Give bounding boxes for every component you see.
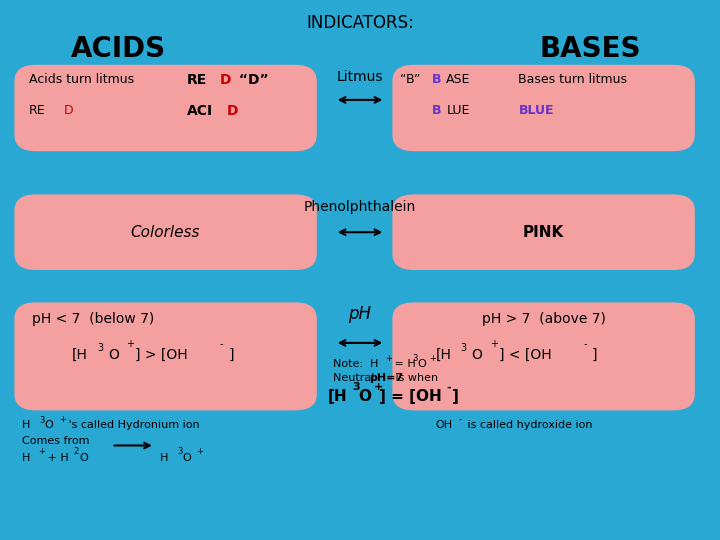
- Text: O: O: [108, 348, 119, 362]
- FancyBboxPatch shape: [392, 302, 695, 410]
- Text: ACI: ACI: [187, 104, 213, 118]
- Text: [H: [H: [436, 348, 451, 362]
- Text: ]: ]: [592, 348, 598, 362]
- Text: 's called Hydronium ion: 's called Hydronium ion: [65, 420, 199, 430]
- Text: OH: OH: [436, 420, 453, 430]
- Text: -: -: [220, 339, 223, 349]
- Text: D: D: [220, 73, 231, 87]
- Text: B: B: [432, 73, 441, 86]
- Text: [H: [H: [72, 348, 88, 362]
- Text: +: +: [490, 339, 498, 349]
- Text: 3: 3: [39, 416, 44, 425]
- Text: ACIDS: ACIDS: [71, 35, 166, 63]
- Text: -: -: [446, 382, 451, 393]
- Text: pH=7: pH=7: [369, 373, 403, 383]
- Text: “B”: “B”: [400, 73, 424, 86]
- Text: B: B: [432, 104, 441, 117]
- Text: ] < [OH: ] < [OH: [499, 348, 552, 362]
- Text: O: O: [472, 348, 482, 362]
- Text: pH: pH: [348, 305, 372, 323]
- FancyBboxPatch shape: [392, 194, 695, 270]
- Text: -: -: [583, 339, 587, 349]
- Text: +: +: [59, 415, 66, 424]
- Text: H: H: [22, 420, 30, 430]
- Text: 3: 3: [413, 354, 418, 363]
- Text: +: +: [38, 447, 45, 456]
- Text: H: H: [160, 453, 168, 463]
- Text: Phenolphthalein: Phenolphthalein: [304, 200, 416, 214]
- Text: O: O: [79, 453, 88, 463]
- Text: PINK: PINK: [523, 225, 564, 240]
- Text: Acids turn litmus: Acids turn litmus: [29, 73, 134, 86]
- Text: ] = [OH: ] = [OH: [379, 389, 442, 404]
- Text: 3: 3: [353, 382, 361, 393]
- Text: Litmus: Litmus: [337, 70, 383, 84]
- Text: O: O: [45, 420, 53, 430]
- Text: +: +: [196, 447, 203, 456]
- Text: +: +: [385, 354, 392, 363]
- Text: Note:  H: Note: H: [333, 359, 378, 369]
- Text: is when: is when: [392, 373, 438, 383]
- Text: H: H: [22, 453, 30, 463]
- Text: RE: RE: [187, 73, 207, 87]
- Text: LUE: LUE: [446, 104, 469, 117]
- Text: ]: ]: [452, 389, 459, 404]
- Text: BASES: BASES: [540, 35, 641, 63]
- Text: O: O: [182, 453, 191, 463]
- Text: Bases turn litmus: Bases turn litmus: [518, 73, 627, 86]
- Text: pH < 7  (below 7): pH < 7 (below 7): [32, 312, 155, 326]
- Text: 3: 3: [461, 343, 467, 353]
- Text: +: +: [126, 339, 134, 349]
- Text: +: +: [374, 382, 383, 393]
- Text: -: -: [459, 415, 462, 424]
- Text: ASE: ASE: [446, 73, 471, 86]
- Text: Neutral: Neutral: [333, 373, 377, 383]
- Text: pH > 7  (above 7): pH > 7 (above 7): [482, 312, 606, 326]
- Text: D: D: [63, 104, 73, 117]
- FancyBboxPatch shape: [14, 302, 317, 410]
- Text: 3: 3: [97, 343, 104, 353]
- Text: INDICATORS:: INDICATORS:: [306, 14, 414, 31]
- Text: 2: 2: [73, 447, 78, 456]
- FancyBboxPatch shape: [14, 194, 317, 270]
- Text: is called hydroxide ion: is called hydroxide ion: [464, 420, 593, 430]
- Text: ]: ]: [228, 348, 234, 362]
- Text: = H: = H: [391, 359, 415, 369]
- Text: “D”: “D”: [234, 73, 269, 87]
- Text: Colorless: Colorless: [131, 225, 200, 240]
- FancyBboxPatch shape: [14, 65, 317, 151]
- Text: Comes from: Comes from: [22, 436, 89, 447]
- Text: D: D: [227, 104, 238, 118]
- Text: [H: [H: [328, 389, 347, 404]
- Text: 3: 3: [177, 447, 182, 456]
- Text: + H: + H: [44, 453, 68, 463]
- Text: ] > [OH: ] > [OH: [135, 348, 188, 362]
- Text: O: O: [359, 389, 372, 404]
- FancyBboxPatch shape: [392, 65, 695, 151]
- Text: RE: RE: [29, 104, 45, 117]
- Text: +: +: [429, 354, 436, 363]
- Text: O: O: [418, 359, 426, 369]
- Text: BLUE: BLUE: [518, 104, 554, 117]
